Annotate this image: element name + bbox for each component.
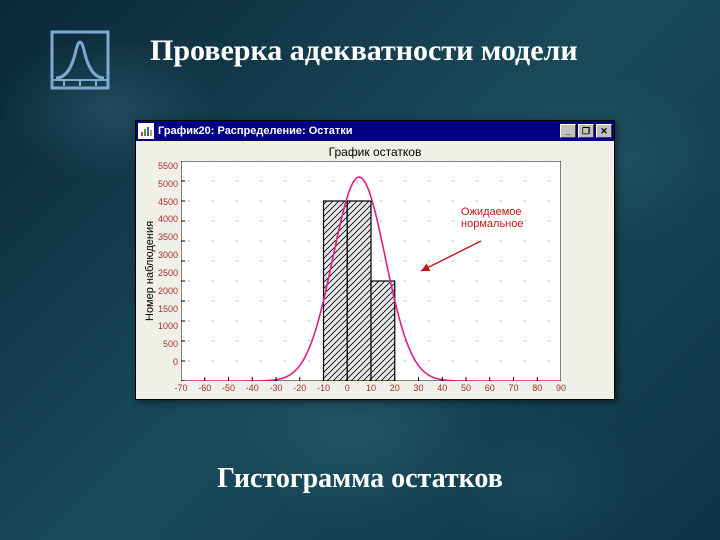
histogram-chart	[181, 161, 561, 381]
maximize-button[interactable]: ❐	[578, 124, 594, 138]
window-buttons: _ ❐ ✕	[560, 124, 612, 138]
legend-label: Ожидаемое нормальное	[461, 206, 523, 230]
close-button[interactable]: ✕	[596, 124, 612, 138]
x-ticks: -70-60-50-40-30-20-100102030405060708090	[181, 383, 561, 393]
plot-region: Ожидаемое нормальное	[181, 161, 608, 381]
chart-window: График20: Распределение: Остатки _ ❐ ✕ Г…	[135, 120, 615, 400]
slide-subtitle: Гистограмма остатков	[0, 463, 720, 495]
slide-title: Проверка адекватности модели	[150, 34, 680, 68]
y-ticks: 5500500045004000350030002500200015001000…	[158, 161, 181, 381]
chart-title: График остатков	[142, 145, 608, 159]
chart-area: График остатков Номер наблюдения 5500500…	[136, 141, 614, 399]
window-titlebar[interactable]: График20: Распределение: Остатки _ ❐ ✕	[136, 121, 614, 141]
logo-icon	[50, 30, 110, 90]
app-icon	[138, 123, 154, 139]
window-title: График20: Распределение: Остатки	[158, 125, 560, 137]
minimize-button[interactable]: _	[560, 124, 576, 138]
y-axis-label: Номер наблюдения	[142, 161, 158, 381]
